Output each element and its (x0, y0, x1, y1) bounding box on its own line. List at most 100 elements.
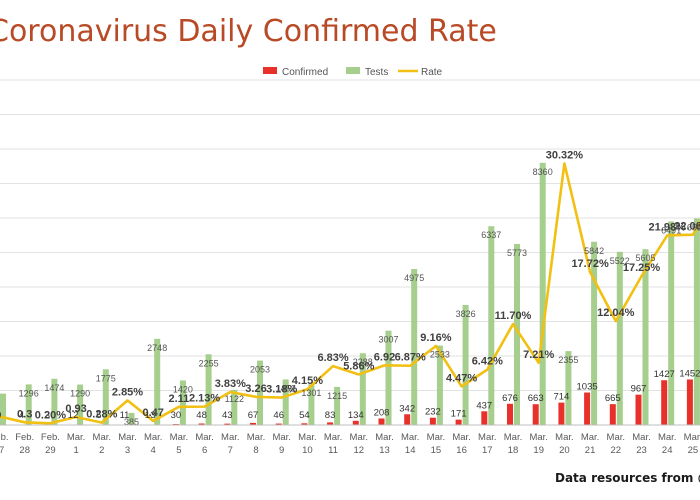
bar-tests (102, 369, 109, 425)
x-tick-label-month: Mar. (93, 432, 111, 443)
x-tick-label-day: 1 (73, 445, 78, 456)
rate-line (0, 162, 700, 425)
x-tick-label-month: Mar. (658, 432, 676, 443)
x-tick-label-day: 23 (636, 445, 647, 456)
x-tick-label-month: Mar. (632, 432, 650, 443)
data-label-rate: 12.04% (597, 307, 635, 319)
data-label-tests: 1215 (327, 391, 347, 401)
bar-tests (514, 243, 520, 425)
x-tick-label-day: 2 (99, 445, 104, 456)
bar-tests (25, 384, 32, 425)
bar-confirmed (198, 423, 205, 425)
data-label-confirmed: 663 (528, 393, 544, 404)
data-label-confirmed: 46 (273, 410, 284, 421)
data-label-tests: 1775 (96, 373, 116, 383)
bar-confirmed (404, 414, 411, 425)
bar-confirmed (301, 423, 308, 425)
data-label-rate: 6.83% (317, 352, 348, 364)
rate-line-series (0, 162, 700, 425)
data-label-rate: 3.26 (245, 383, 266, 395)
bar-confirmed (558, 402, 565, 425)
bar-tests (616, 251, 623, 425)
data-label-rate: 7.21% (523, 349, 554, 361)
data-label-confirmed: 134 (348, 410, 364, 421)
x-tick-label-month: Mar. (401, 432, 419, 443)
bar-tests (642, 249, 649, 425)
x-tick-label-day: 9 (279, 445, 284, 456)
source-note: Data resources from @ (555, 471, 700, 485)
data-label-confirmed: 10 (0, 410, 1, 421)
data-label-confirmed: 54 (299, 410, 310, 421)
x-tick-label-day: 7 (228, 445, 233, 456)
data-label-rate: 0.20% (35, 409, 66, 421)
bar-confirmed (686, 379, 693, 425)
data-label-confirmed: 437 (476, 400, 492, 411)
data-label-tests: 1474 (44, 383, 64, 393)
bar-tests (154, 338, 161, 425)
bar-confirmed (378, 418, 385, 425)
data-label-rate: 0.28% (86, 409, 117, 421)
x-tick-label-day: 28 (19, 445, 30, 456)
data-label-confirmed: 4 (19, 410, 24, 421)
bar-tests (77, 384, 84, 425)
bar-tests (179, 380, 186, 425)
x-tick-label-day: 21 (585, 445, 596, 456)
x-tick-label-day: 27 (0, 445, 4, 456)
bar-confirmed (481, 411, 488, 425)
legend-label-tests: Tests (365, 67, 388, 78)
bar-tests (488, 226, 495, 425)
data-label-confirmed: 1452 (679, 368, 700, 379)
data-label-rate: 21.98% (649, 221, 687, 233)
data-label-rate: 17.25% (623, 262, 661, 274)
x-tick-label-month: Mar. (170, 432, 188, 443)
x-tick-label-day: 24 (662, 445, 673, 456)
data-label-rate: 22.06% (674, 221, 700, 233)
data-label-rate: 3.18% (266, 384, 297, 396)
chart-title: Coronavirus Daily Confirmed Rate (0, 14, 497, 49)
legend-label-rate: Rate (421, 67, 443, 78)
data-label-confirmed: 43 (222, 410, 233, 421)
bar-tests (693, 218, 700, 425)
bar-tests (462, 305, 469, 425)
data-label-rate: 2.13% (189, 393, 220, 405)
bar-confirmed (507, 403, 513, 425)
x-tick-label-day: 3 (125, 445, 130, 456)
bar-confirmed (609, 404, 616, 425)
data-label-tests: 5605 (635, 253, 655, 263)
data-label-rate: 0.93 (65, 403, 86, 415)
bar-confirmed (635, 394, 642, 425)
x-tick-label-month: Mar. (324, 432, 342, 443)
x-tick-label-day: 18 (508, 445, 519, 456)
data-label-rate: 0.47 (142, 407, 163, 419)
data-label-rate: 17.72% (571, 258, 609, 270)
x-tick-label-month: Mar. (581, 432, 599, 443)
x-tick-label-day: 15 (431, 445, 442, 456)
x-tick-label-month: Mar. (478, 432, 496, 443)
data-label-confirmed: 714 (553, 392, 569, 403)
x-tick-label-day: 22 (611, 445, 622, 456)
data-label-confirmed: 5 (96, 410, 101, 421)
bar-tests (51, 378, 58, 425)
bar-tests (539, 162, 546, 426)
x-axis: Feb. 27 Feb. 28 Feb. 29 Mar. 1 Mar. 2 Mar. 3 Mar. 4 Ma… (0, 424, 700, 456)
x-tick-label-day: 8 (253, 445, 258, 456)
x-tick-label-day: 10 (302, 445, 313, 456)
x-tick-label-day: 20 (559, 445, 570, 456)
data-label-tests: 4975 (404, 273, 424, 283)
x-tick-label-month: Feb. (41, 432, 60, 443)
data-label-rate: 30.32% (546, 149, 584, 161)
data-label-tests: 8360 (533, 167, 553, 177)
data-label-tests: 5522 (610, 256, 630, 266)
bar-tests (128, 412, 135, 425)
x-tick-label-day: 11 (328, 445, 338, 456)
data-label-tests: 2255 (199, 358, 219, 368)
x-tick-label-month: Mar. (272, 432, 290, 443)
bar-confirmed (429, 417, 436, 425)
x-tick-label-day: 13 (379, 445, 390, 456)
bar-tests (257, 360, 263, 425)
x-tick-label-month: Mar. (144, 432, 162, 443)
legend: Confirmed Tests Rate (263, 67, 443, 78)
data-label-rate: 3.83% (215, 378, 246, 390)
data-label-confirmed: 48 (196, 410, 207, 421)
